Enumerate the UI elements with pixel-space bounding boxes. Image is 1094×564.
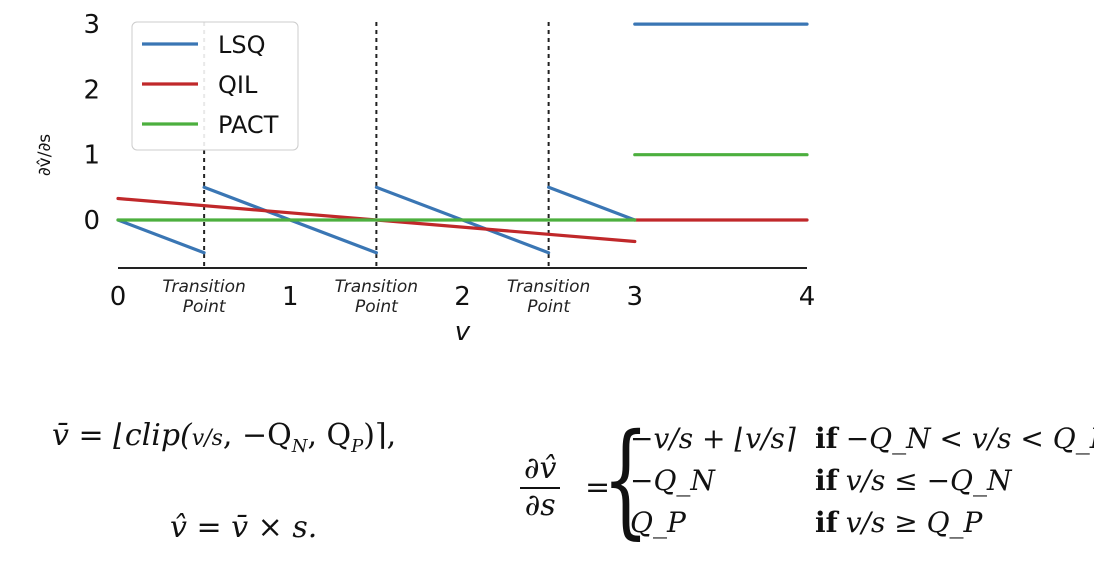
vbar-end: )⌉, <box>363 418 397 453</box>
case-3-if: if <box>815 506 838 539</box>
vbar-equation: v̄ = ⌊clip(v/s, −QN, QP)⌉, <box>52 418 396 457</box>
case-2-cond: if v/s ≤ −Q_N <box>815 464 1012 497</box>
vbar-frac: v/s <box>191 426 223 451</box>
legend-label-pact: PACT <box>218 111 279 139</box>
series-lsq-segment-0 <box>116 218 206 255</box>
x-tick-label-1: 1 <box>282 282 299 312</box>
vbar-lhs: v̄ = ⌊clip( <box>52 418 192 453</box>
derivative-fraction: ∂v̂ ∂s <box>520 451 561 523</box>
x-tick-label-3: 3 <box>626 282 643 312</box>
y-tick-label-3: 3 <box>83 10 100 40</box>
y-tick-label-2: 2 <box>83 75 100 105</box>
x-tick-label-2: 2 <box>454 282 471 312</box>
y-tick-label-0: 0 <box>83 206 100 236</box>
legend-box <box>131 21 299 151</box>
legend-label-lsq: LSQ <box>218 31 266 59</box>
vbar-sub-p: P <box>351 436 364 457</box>
derivative-denominator: ∂s <box>524 487 556 523</box>
vhat-equation: v̂ = v̄ × s. <box>170 510 318 545</box>
axis-labels: Transition Point Transition Point Transition… <box>35 10 815 345</box>
x-tick-label-4: 4 <box>799 282 816 312</box>
derivative-numerator: ∂v̂ <box>520 451 561 489</box>
transition-label-0: Transition Point <box>162 277 245 317</box>
case-3-expr: Q_P <box>630 506 686 539</box>
case-3-cond-text: v/s ≥ Q_P <box>845 506 983 539</box>
series-lines <box>116 22 809 255</box>
case-1-cond-text: −Q_N < v/s < Q_P <box>845 422 1094 455</box>
case-2-cond-text: v/s ≤ −Q_N <box>845 464 1012 497</box>
legend: LSQ QIL PACT <box>131 21 299 151</box>
vbar-sub-n: N <box>291 436 308 457</box>
vbar-rest: , −Q <box>222 418 292 453</box>
series-lsq-segment-3 <box>546 185 637 222</box>
legend-label-qil: QIL <box>218 71 258 99</box>
case-1-if: if <box>815 422 838 455</box>
case-2-if: if <box>815 464 838 497</box>
case-3-cond: if v/s ≥ Q_P <box>815 506 982 539</box>
transition-label-1: Transition Point <box>335 277 418 317</box>
case-1-cond: if −Q_N < v/s < Q_P <box>815 422 1094 455</box>
cases-brace: { <box>602 408 650 552</box>
x-tick-label-0: 0 <box>110 282 127 312</box>
vbar-mid: , Q <box>307 418 352 453</box>
x-axis-label: v <box>455 317 471 345</box>
y-tick-label-1: 1 <box>83 141 100 171</box>
y-axis-label: ∂v̂/∂s <box>35 134 55 176</box>
derivative-equals: = <box>585 470 611 505</box>
transition-label-2: Transition Point <box>507 277 590 317</box>
case-2-expr: −Q_N <box>630 464 715 497</box>
case-1-expr: −v/s + ⌊v/s⌉ <box>630 422 796 455</box>
